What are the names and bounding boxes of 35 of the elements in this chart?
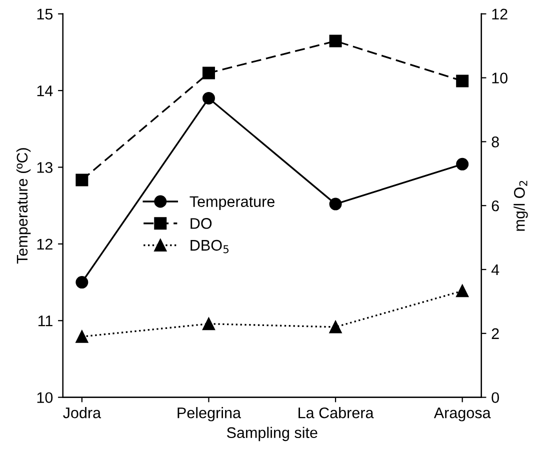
y2-tick-label: 0 <box>492 392 499 404</box>
x-tick-label: Aragosa <box>434 408 491 422</box>
x-tick-label: Jodra <box>63 407 102 418</box>
point <box>329 198 342 210</box>
point <box>329 34 342 48</box>
point <box>76 276 88 289</box>
point <box>202 92 215 104</box>
point <box>202 66 215 80</box>
y-tick-label: 13 <box>37 162 53 173</box>
y-tick-label: 10 <box>37 392 53 404</box>
y-tick-label: 14 <box>37 86 53 96</box>
y-tick-label: 12 <box>37 238 52 250</box>
y-tick-label: 11 <box>38 316 52 326</box>
point <box>456 158 469 170</box>
y2-tick-label: 8 <box>492 136 499 148</box>
y2-tick-label: 12 <box>492 8 508 20</box>
x-tick-label: Pelegrina <box>178 407 242 422</box>
point <box>202 318 215 330</box>
point <box>456 284 469 298</box>
legend-label: DO <box>190 218 212 229</box>
point <box>76 174 88 186</box>
y2-tick-label: 2 <box>492 328 499 339</box>
y-axis-title: Temperature (ºC) <box>16 148 31 264</box>
point <box>456 74 469 88</box>
legend-label: Temperature <box>190 196 274 210</box>
point <box>76 330 88 343</box>
y2-tick-label: 4 <box>491 264 500 276</box>
y2-tick-label: 6 <box>492 200 499 212</box>
x-axis-title: Sampling site <box>226 426 318 442</box>
y-tick-label: 15 <box>37 8 53 20</box>
point <box>329 320 342 334</box>
legend-label: DBO$_{5}$ <box>190 240 229 254</box>
x-tick-label: La Cabrera <box>298 407 374 418</box>
y2-axis-title: mg/l O$_{2}$ <box>514 180 528 231</box>
y2-tick-label: 10 <box>492 72 508 84</box>
